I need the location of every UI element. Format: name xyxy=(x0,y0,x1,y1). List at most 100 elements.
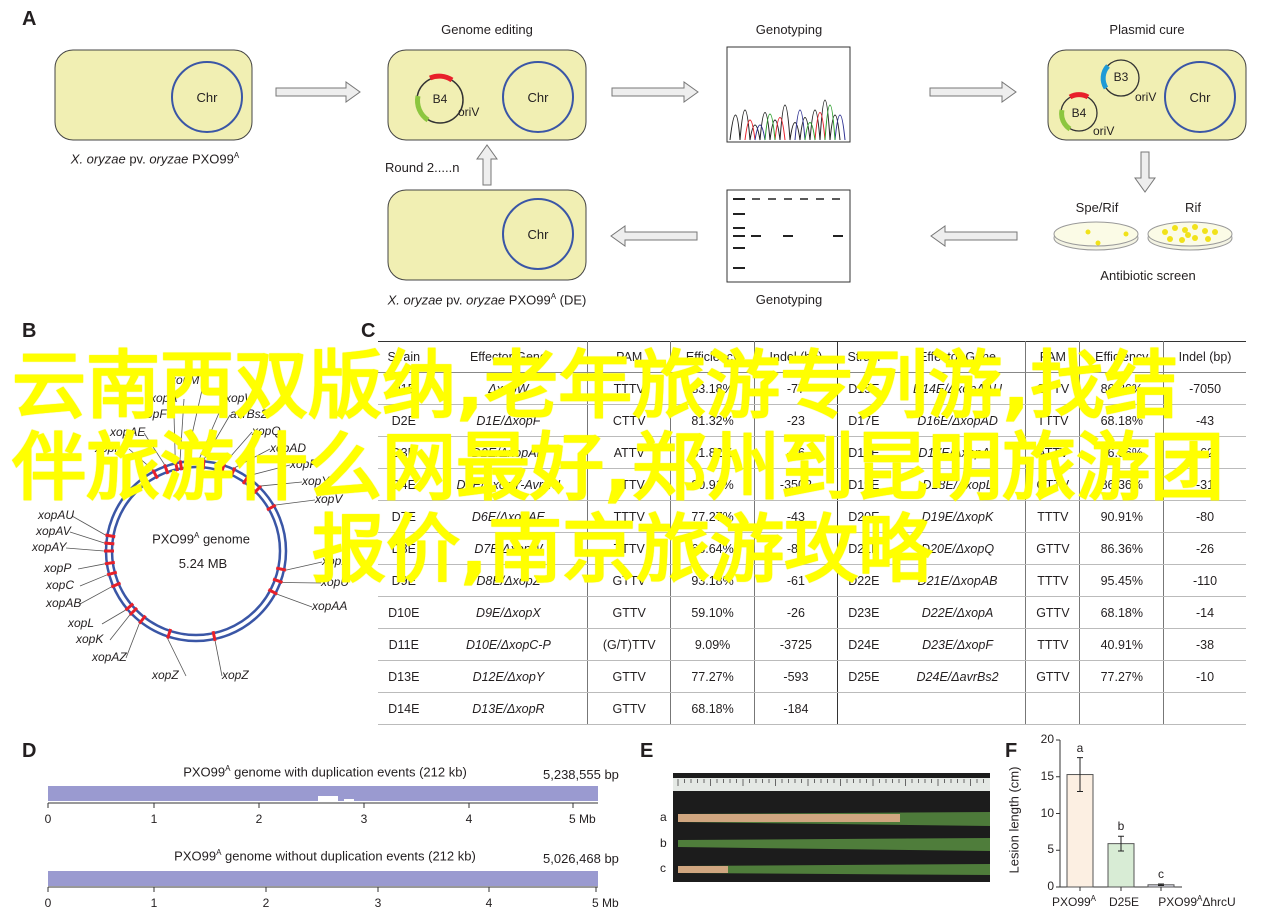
table-cell: 81.32% xyxy=(670,404,755,437)
lesion-chart xyxy=(1056,739,1182,891)
table-cell: D11E xyxy=(378,628,430,661)
table-cell: GTTV xyxy=(587,564,671,597)
axis-tick-label: 4 xyxy=(465,812,473,826)
table-cell: GTTV xyxy=(1025,596,1080,629)
table-cell: D9E/ΔxopX xyxy=(429,596,588,629)
effector-label: xopC xyxy=(46,578,75,592)
column-header: Effector Gene xyxy=(889,341,1026,373)
table-cell: D1E/ΔxopF xyxy=(429,404,588,437)
effector-label: xopL xyxy=(68,616,95,630)
table-cell: D3E/ΔxopY-AvrXU xyxy=(429,468,588,501)
table-cell: D21E xyxy=(836,532,890,565)
column-header: Indel (bp) xyxy=(1163,341,1246,373)
effector-marker xyxy=(163,464,170,475)
genotyping-title: Genotyping xyxy=(755,22,823,37)
table-cell: ΔxopW xyxy=(429,372,588,405)
table-cell: -83 xyxy=(753,532,838,565)
table-cell: D3E xyxy=(378,436,430,469)
panel-label-a: A xyxy=(22,8,37,30)
effector-marker xyxy=(178,460,184,471)
leader-line xyxy=(224,431,253,464)
table-cell: 77.27% xyxy=(1079,660,1164,693)
panel-label-e: E xyxy=(640,740,654,762)
effector-marker xyxy=(266,503,277,512)
axis-tick-label: 2 xyxy=(255,812,263,826)
table-cell: TTTV xyxy=(587,500,671,533)
table-cell: D13E xyxy=(378,660,430,693)
axis-tick-label: 5 Mb xyxy=(592,896,619,910)
effector-label: xopK xyxy=(76,632,104,646)
table-cell: -7050 xyxy=(1163,372,1246,405)
wildtype-strain-caption: X. oryzae pv. oryzae PXO99A xyxy=(71,151,239,166)
table-cell: 68.64% xyxy=(670,532,755,565)
track-sup: A xyxy=(216,848,222,857)
track-suffix: genome with duplication events (212 kb) xyxy=(230,764,467,780)
caption-strain: PXO99 xyxy=(188,151,234,167)
effector-marker xyxy=(229,466,237,478)
table-cell xyxy=(1079,692,1164,725)
caption-de: (DE) xyxy=(556,292,587,308)
leader-line xyxy=(248,464,291,477)
table-row: D9E D8E/ΔxopZ GTTV 93.18% -61 D22E D21E/ΔxopAB… xyxy=(378,564,1246,597)
leader-line xyxy=(203,414,231,460)
table-cell: CTTV xyxy=(1025,468,1080,501)
table-cell: -61 xyxy=(753,564,838,597)
track2-size: 5,026,468 bp xyxy=(543,851,619,866)
leaf-label-a: a xyxy=(660,810,667,824)
table-cell: TTTV xyxy=(1025,404,1080,437)
x-label-part: ΔhrcU xyxy=(1202,895,1236,909)
caption-text: pv. xyxy=(442,292,467,308)
table-cell: 83.18% xyxy=(670,372,755,405)
de-strain-caption: X. oryzae pv. oryzae PXO99A (DE) xyxy=(388,292,587,307)
genome-title: PXO99A genome xyxy=(152,531,250,546)
table-row: D7E D6E/ΔxopAE TTTV 77.27% -43 D20E D19E/ΔxopK… xyxy=(378,500,1246,533)
column-header: Strain xyxy=(836,341,890,373)
effector-label: xopM xyxy=(170,373,200,387)
oriv-label: oriV xyxy=(1093,124,1115,138)
panel-label-f: F xyxy=(1005,740,1018,762)
x-label-part: A xyxy=(1090,894,1097,903)
leaf-photo xyxy=(673,773,990,882)
track1-title: PXO99A genome with duplication events (2… xyxy=(183,764,467,779)
effector-marker xyxy=(272,577,283,584)
wildtype-cell xyxy=(54,49,253,141)
table-cell: D4E xyxy=(378,468,430,501)
table-cell: 68.18% xyxy=(1079,404,1164,437)
caption-strain: PXO99 xyxy=(505,292,551,308)
effector-label: xopAY xyxy=(32,540,67,554)
caption-text: pv. xyxy=(125,151,150,167)
caption-species: X. oryzae xyxy=(70,151,126,167)
table-cell: D19E/ΔxopK xyxy=(889,500,1026,533)
effector-label: xopF xyxy=(140,407,167,421)
axis-tick-label: 3 xyxy=(360,812,368,826)
chromatogram xyxy=(726,46,851,143)
table-cell: -110 xyxy=(1163,564,1246,597)
chr-label: Chr xyxy=(527,90,549,105)
track-name: PXO99 xyxy=(174,848,217,864)
table-cell: D12E/ΔxopY xyxy=(429,660,588,693)
table-cell: TTTV xyxy=(1025,500,1080,533)
table-cell: -3502 xyxy=(753,468,838,501)
chr-label: Chr xyxy=(196,90,218,105)
table-cell: D2E xyxy=(378,404,430,437)
table-cell: 9.09% xyxy=(670,628,755,661)
table-cell xyxy=(889,692,1026,725)
table-row: D10E D9E/ΔxopX GTTV 59.10% -26 D23E D22E/ΔxopA… xyxy=(378,596,1246,629)
table-cell: -43 xyxy=(1163,404,1246,437)
effector-marker xyxy=(166,628,173,639)
effector-marker xyxy=(252,484,263,495)
table-cell: D22E/ΔxopA xyxy=(889,596,1026,629)
leader-line xyxy=(277,593,313,608)
table-cell: 90.91% xyxy=(1079,500,1164,533)
genome-suffix: genome xyxy=(199,531,250,547)
table-cell: D21E/ΔxopAB xyxy=(889,564,1026,597)
effector-marker xyxy=(105,533,116,539)
x-label-part: PXO99 xyxy=(1051,895,1091,909)
process-arrows xyxy=(275,81,1156,247)
effector-label: xopAA xyxy=(312,599,348,613)
table-cell: D25E xyxy=(836,660,890,693)
leader-line xyxy=(173,414,176,462)
axis-tick-label: 1 xyxy=(150,896,158,910)
